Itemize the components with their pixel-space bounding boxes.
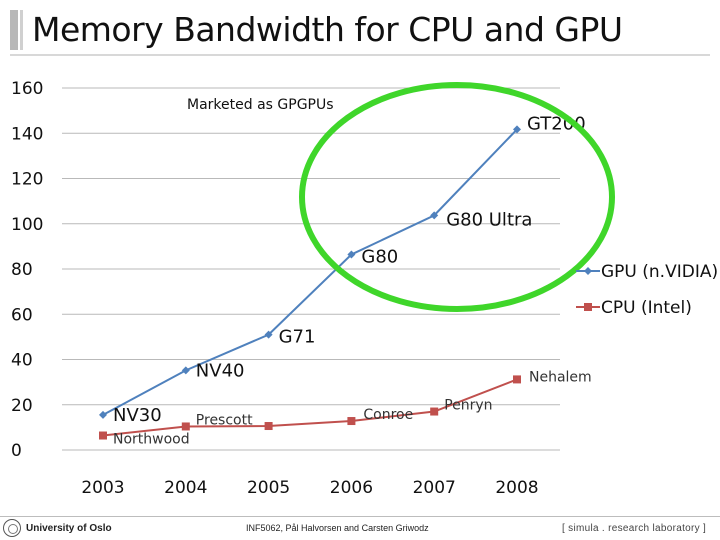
data-series [99,125,521,440]
y-tick-label-100: 100 [11,215,43,235]
cpu-point-2007 [430,407,439,416]
cpu-point-2006 [347,417,356,426]
series-line-cpu [102,378,518,437]
y-tick-label-80: 80 [11,260,33,280]
cpu-point-2004 [181,422,190,431]
gpu-point-2005 [264,330,273,339]
legend-label-cpu: CPU (Intel) [601,298,692,318]
gpu-point-2004 [181,366,190,375]
y-tick-label-0: 0 [11,441,22,461]
cpu-point-2005 [264,422,273,431]
series-line-gpu [102,128,518,416]
footer-authors: INF5062, Pål Halvorsen and Carsten Griwo… [246,523,429,533]
x-tick-label-2008: 2008 [495,478,538,498]
y-tick-label-40: 40 [11,351,33,371]
point-label-penryn: Penryn [444,398,492,414]
y-tick-label-60: 60 [11,305,33,325]
y-tick-label-20: 20 [11,396,33,416]
x-tick-label-2004: 2004 [164,478,207,498]
x-tick-label-2007: 2007 [413,478,456,498]
point-label-nehalem: Nehalem [529,369,592,385]
footer-lab: [ simula . research laboratory ] [562,523,707,534]
title-divider [10,54,710,56]
point-label-g80-ultra: G80 Ultra [446,209,532,230]
gpu-point-2003 [99,410,107,419]
bandwidth-chart: 0 20 40 60 80 100 120 140 160 2003 2004 2005 2006 200… [11,79,718,498]
x-tick-label-2003: 2003 [81,478,124,498]
gpu-point-2007 [430,211,439,220]
y-tick-label-120: 120 [11,170,43,190]
point-label-prescott: Prescott [196,412,253,428]
y-tick-label-140: 140 [11,124,43,144]
point-label-conroe: Conroe [363,407,413,423]
legend-marker-cpu [584,303,592,311]
footer-divider [0,516,720,517]
x-tick-label-2006: 2006 [330,478,373,498]
annotation: Marketed as GPGPUs [187,82,615,312]
y-tick-label-160: 160 [11,79,43,99]
legend-label-gpu: GPU (n.VIDIA) [601,262,718,282]
gpgpu-highlight-ellipse [299,82,615,312]
legend-marker-gpu [584,267,592,275]
legend: GPU (n.VIDIA) CPU (Intel) [576,262,718,318]
axis-ticks: 0 20 40 60 80 100 120 140 160 2003 2004 2005 2006 200… [11,79,539,498]
point-label-g80: G80 [361,247,398,268]
university-seal-icon [3,519,21,537]
cpu-point-2008 [513,375,521,384]
gpu-point-2006 [347,250,356,259]
slide-title: Memory Bandwidth for CPU and GPU [32,10,623,49]
point-label-nv40: NV40 [196,360,245,381]
footer-university: University of Oslo [26,523,112,534]
point-label-nv30: NV30 [113,405,162,426]
annotation-label: Marketed as GPGPUs [187,97,334,113]
point-label-g71: G71 [279,327,316,348]
point-label-northwood: Northwood [113,432,190,448]
gpu-point-2008 [513,125,521,134]
x-tick-label-2005: 2005 [247,478,290,498]
title-accent-bar [10,10,18,50]
title-accent-bar-secondary [20,10,23,50]
cpu-point-2003 [99,431,107,440]
